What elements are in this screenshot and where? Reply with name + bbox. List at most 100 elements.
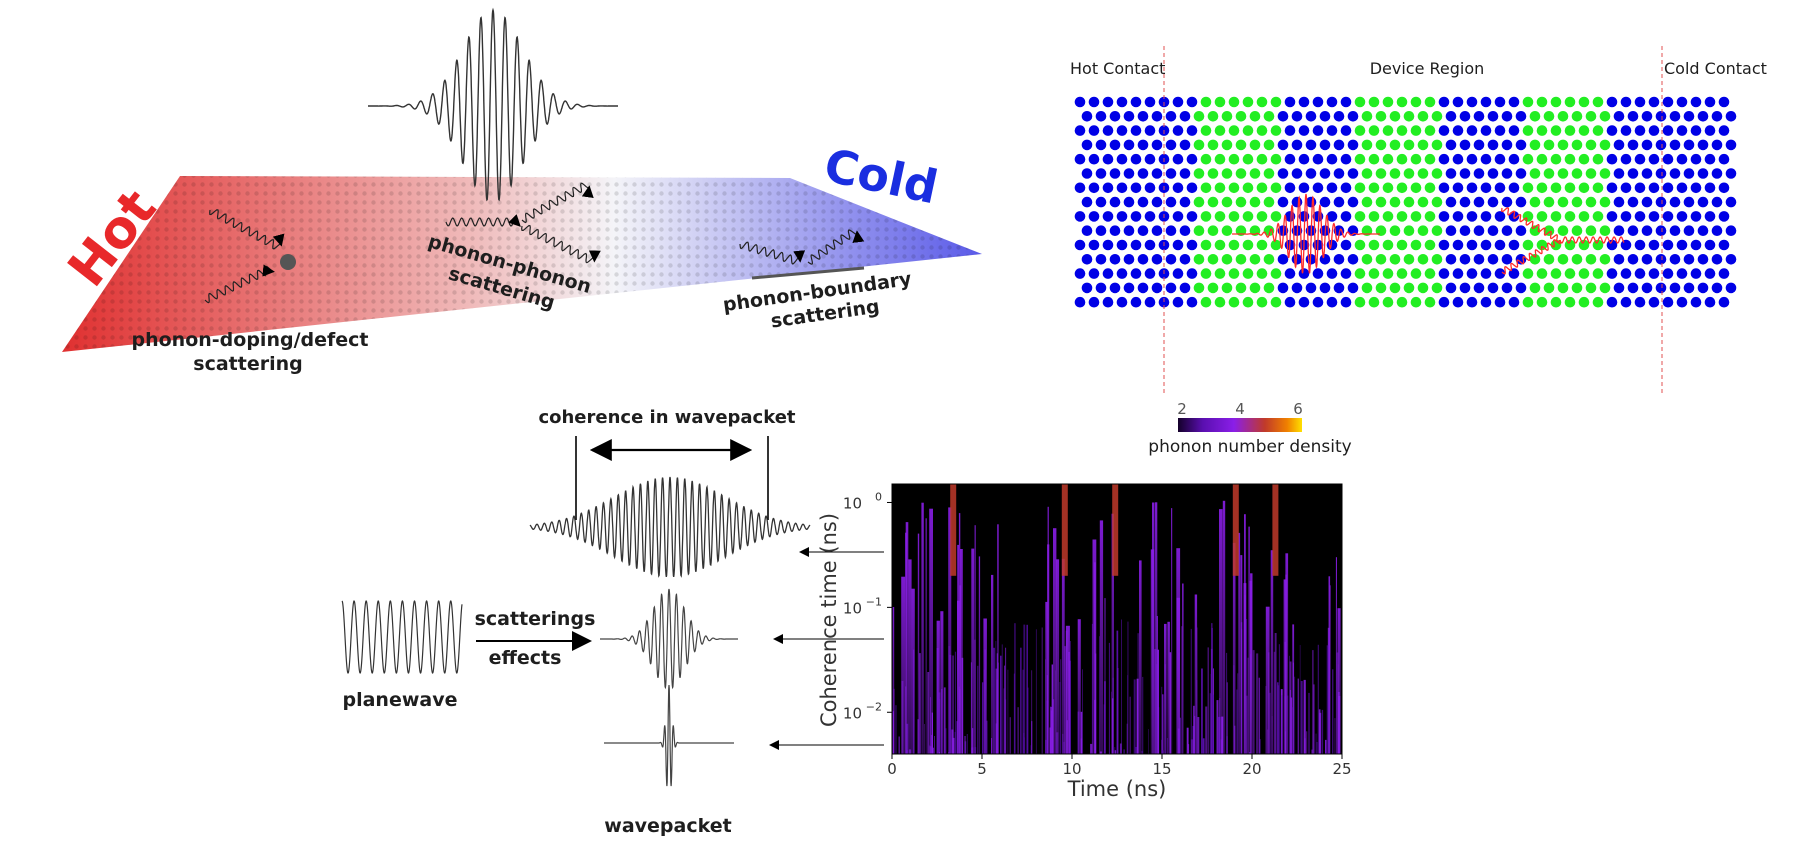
lattice-atom xyxy=(1207,282,1219,294)
heatmap-hot-column xyxy=(1061,484,1068,576)
lattice-atom xyxy=(1193,253,1205,265)
lattice-atom xyxy=(1312,182,1324,194)
lattice-atom xyxy=(1487,225,1499,236)
lattice-atom xyxy=(1354,239,1366,251)
lattice-atom xyxy=(1228,239,1240,251)
heatmap-column xyxy=(978,556,981,754)
heatmap-column xyxy=(895,705,897,754)
lattice-atom xyxy=(1172,296,1184,308)
lattice-atom xyxy=(1137,225,1149,236)
heatmap-column xyxy=(1139,560,1142,754)
lattice-atom xyxy=(1326,96,1338,108)
lattice-atom xyxy=(1634,182,1646,194)
lattice-atom xyxy=(1270,211,1282,222)
heatmap-frame xyxy=(891,483,1343,755)
lattice-atom xyxy=(1550,211,1562,222)
lattice-atom xyxy=(1389,282,1401,294)
lattice-atom xyxy=(1662,296,1674,308)
lattice-atom xyxy=(1151,139,1163,151)
lattice-atom xyxy=(1172,125,1184,136)
lattice-atom xyxy=(1515,168,1527,179)
lattice-atom xyxy=(1242,296,1254,308)
lattice-atom xyxy=(1543,253,1555,265)
heatmap-column xyxy=(997,524,999,754)
heatmap-column xyxy=(1232,542,1236,754)
lattice-atom xyxy=(1396,96,1408,108)
heatmap-column xyxy=(1035,629,1037,754)
lattice-atom xyxy=(1564,125,1576,136)
lattice-atom xyxy=(1165,225,1177,236)
lattice-atom xyxy=(1179,282,1191,294)
lattice-atom xyxy=(1578,268,1590,279)
lattice-atom xyxy=(1452,96,1464,108)
lattice-atom xyxy=(1186,211,1198,222)
lattice-atom xyxy=(1347,168,1359,179)
lattice-atom xyxy=(1564,211,1576,222)
lattice-atom xyxy=(1375,196,1387,208)
lattice-atom xyxy=(1186,268,1198,279)
heatmap-column xyxy=(1116,630,1119,754)
heatmap-column xyxy=(966,734,968,754)
lattice-atom xyxy=(1571,225,1583,236)
lattice-atom xyxy=(1711,168,1723,179)
lattice-atom xyxy=(1340,96,1352,108)
lattice-atom xyxy=(1669,253,1681,265)
lattice-atom xyxy=(1634,211,1646,222)
lattice-atom xyxy=(1501,111,1513,122)
lattice-atom xyxy=(1718,96,1730,108)
lattice-atom xyxy=(1228,96,1240,108)
lattice-atom xyxy=(1193,111,1205,122)
lattice-atom xyxy=(1704,296,1716,308)
lattice-atom xyxy=(1564,268,1576,279)
lattice-atom xyxy=(1585,253,1597,265)
lattice-atom xyxy=(1438,182,1450,194)
lattice-atom xyxy=(1564,296,1576,308)
lattice-atom xyxy=(1179,253,1191,265)
narrow-wavepacket xyxy=(604,684,734,787)
lattice-atom xyxy=(1214,268,1226,279)
lattice-atom xyxy=(1473,253,1485,265)
lattice-atom xyxy=(1396,153,1408,165)
colorbar-tick-4: 4 xyxy=(1235,400,1245,418)
lattice-atom xyxy=(1599,253,1611,265)
heatmap-column xyxy=(1336,652,1339,754)
lattice-atom xyxy=(1473,111,1485,122)
lattice-atom xyxy=(1095,139,1107,151)
lattice-atom xyxy=(1501,139,1513,151)
lattice-atom xyxy=(1361,139,1373,151)
lattice-atom xyxy=(1235,282,1247,294)
heatmap-column xyxy=(1299,645,1301,754)
lattice-atom xyxy=(1200,239,1212,251)
lattice-atom xyxy=(1291,139,1303,151)
lattice-atom xyxy=(1445,225,1457,236)
boundary-edge-line xyxy=(751,266,865,280)
lattice-atom xyxy=(1193,225,1205,236)
heatmap-column xyxy=(1252,650,1255,754)
lattice-atom xyxy=(1263,196,1275,208)
y-tick-label: 10 xyxy=(843,704,862,722)
lattice-atom xyxy=(1382,182,1394,194)
lattice-atom xyxy=(1333,282,1345,294)
defect-atom xyxy=(280,254,296,270)
lattice-atom xyxy=(1242,239,1254,251)
lattice-atom xyxy=(1144,211,1156,222)
lattice-atom xyxy=(1165,168,1177,179)
lattice-atom xyxy=(1165,282,1177,294)
lattice-atom xyxy=(1648,239,1660,251)
lattice-atom xyxy=(1396,268,1408,279)
lattice-atom xyxy=(1368,296,1380,308)
lattice-atom xyxy=(1179,168,1191,179)
lattice-atom xyxy=(1424,239,1436,251)
lattice-atom xyxy=(1690,211,1702,222)
lattice-atom xyxy=(1445,196,1457,208)
lattice-atom xyxy=(1480,268,1492,279)
heatmap-column xyxy=(1156,616,1158,754)
lattice-atom xyxy=(1564,182,1576,194)
heatmap-column xyxy=(1179,717,1181,754)
lattice-atom xyxy=(1333,196,1345,208)
lattice-atom xyxy=(1186,96,1198,108)
heatmap-column xyxy=(1023,624,1026,754)
lattice-atom xyxy=(1242,153,1254,165)
heatmap-column xyxy=(1326,645,1329,754)
heatmap-column xyxy=(1291,707,1293,754)
